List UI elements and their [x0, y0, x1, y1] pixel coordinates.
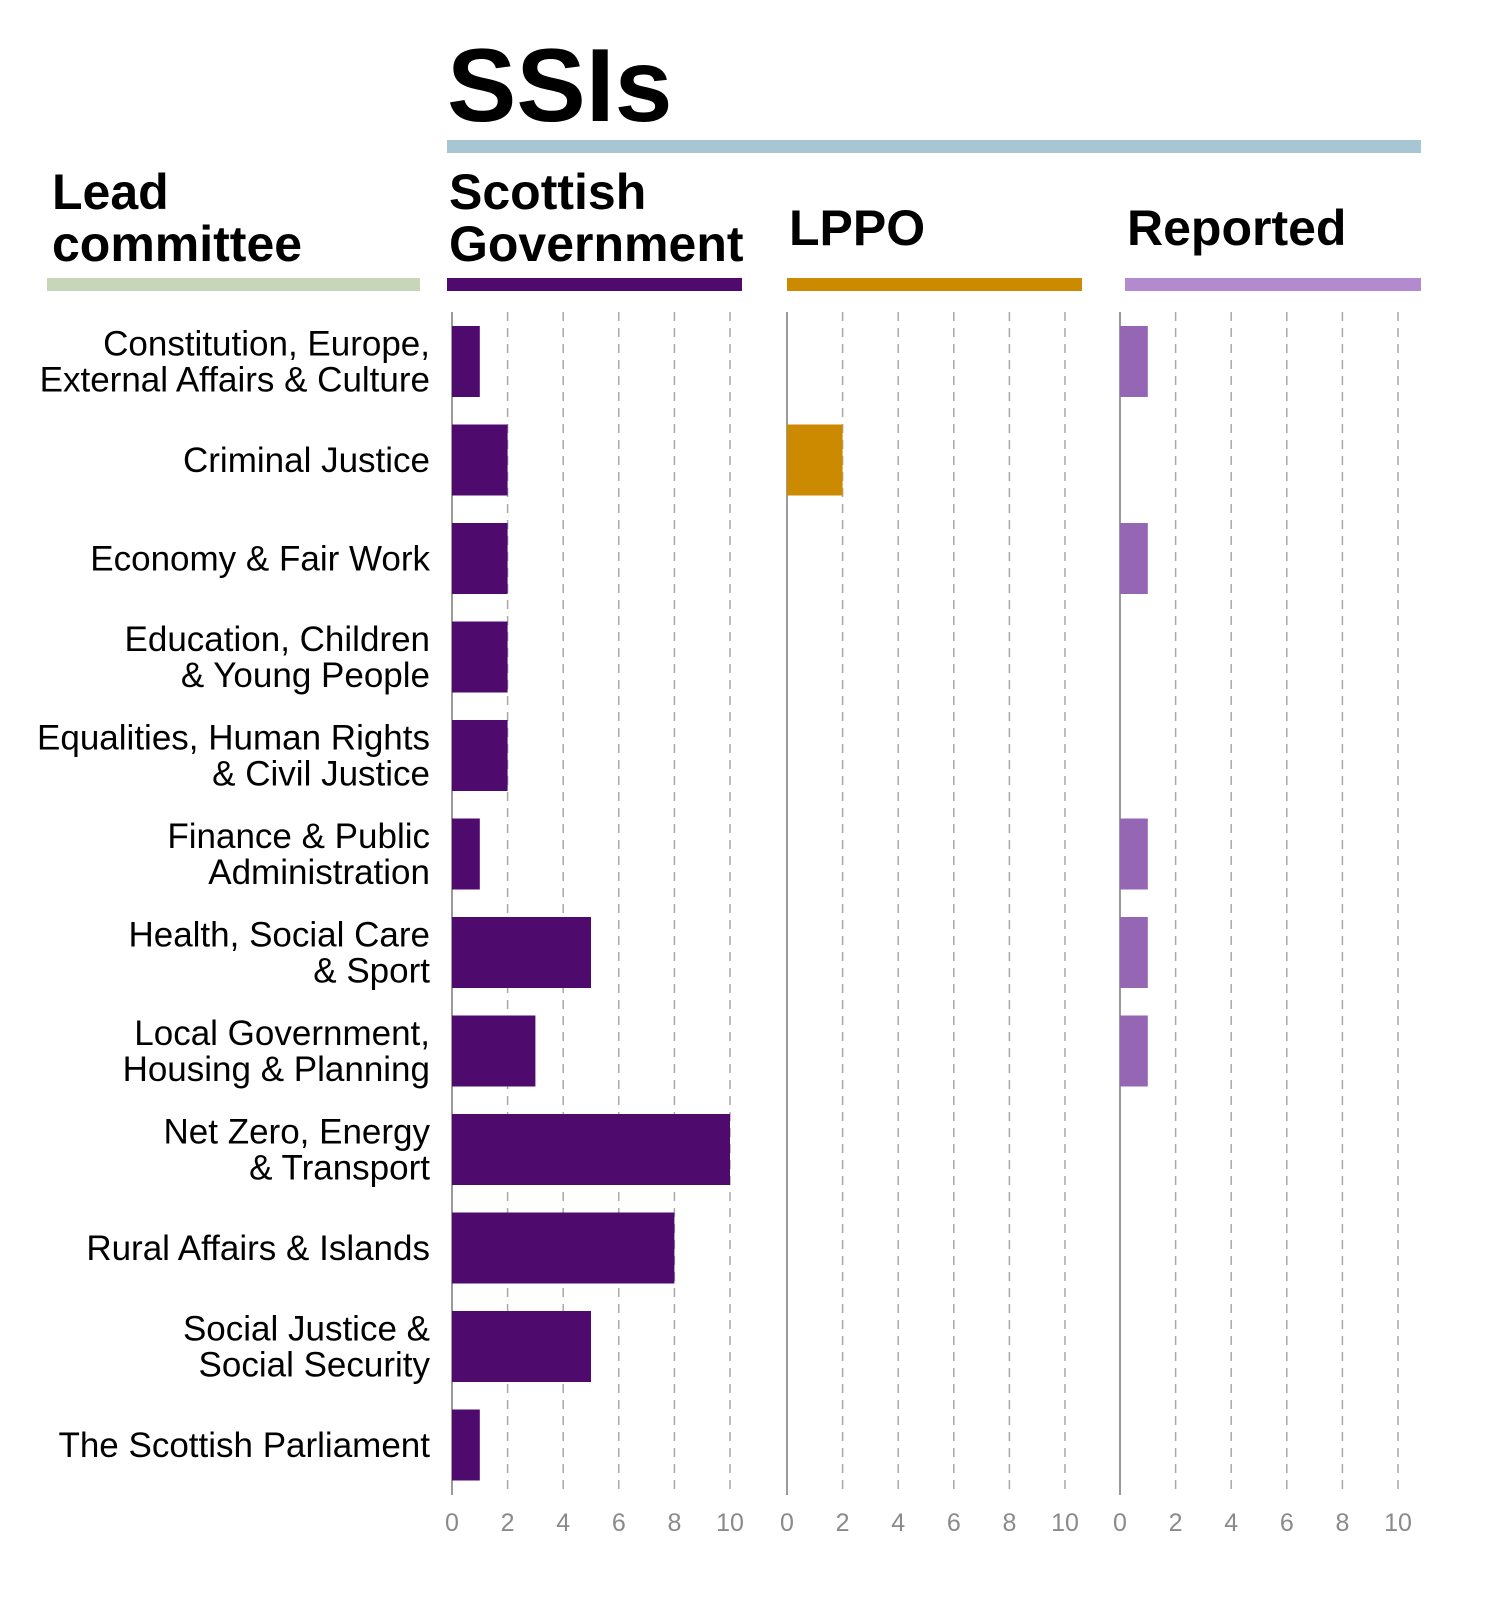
category-label-line: Criminal Justice: [183, 441, 430, 480]
category-label: Net Zero, Energy & Transport: [164, 1113, 431, 1188]
category-label-line: Economy & Fair Work: [90, 540, 430, 579]
x-tick-label: 0: [1113, 1509, 1127, 1537]
title-rule: [447, 140, 1421, 153]
category-label: Education, Children & Young People: [125, 620, 430, 695]
category-header-line: Lead: [52, 164, 169, 220]
bar-series-0: [452, 818, 480, 890]
bar-series-0: [452, 326, 480, 397]
category-label-line: Social Security: [199, 1346, 431, 1385]
bar-series-2: [1120, 326, 1148, 397]
bar-series-0: [452, 1311, 591, 1382]
series-header-2-line: Reported: [1127, 200, 1346, 256]
x-tick-label: 4: [1224, 1509, 1238, 1537]
category-label-line: Education, Children: [125, 620, 430, 659]
bar-series-0: [452, 917, 591, 988]
x-tick-label: 4: [891, 1509, 905, 1537]
bar-series-0: [452, 1114, 730, 1185]
category-label-line: Administration: [208, 853, 430, 892]
category-label-line: & Sport: [313, 952, 430, 991]
bar-series-2: [1120, 1015, 1148, 1087]
category-label-line: Social Justice &: [183, 1310, 430, 1349]
x-tick-label: 4: [556, 1509, 570, 1537]
category-label: Finance & Public Administration: [167, 817, 430, 892]
x-tick-label: 8: [1335, 1509, 1349, 1537]
series-rule-0: [447, 278, 742, 291]
x-tick-label: 0: [780, 1509, 794, 1537]
x-tick-label: 2: [836, 1509, 850, 1537]
series-header-2: Reported: [1127, 200, 1346, 256]
category-label-line: Equalities, Human Rights: [37, 719, 430, 758]
category-label: Rural Affairs & Islands: [86, 1229, 430, 1268]
bar-series-0: [452, 720, 508, 791]
x-tick-label: 8: [667, 1509, 681, 1537]
category-label-line: External Affairs & Culture: [40, 361, 430, 400]
category-label: Economy & Fair Work: [90, 540, 430, 579]
category-label-line: & Young People: [181, 656, 430, 695]
bar-series-0: [452, 523, 508, 594]
category-label-line: Constitution, Europe,: [103, 325, 430, 364]
series-header-0-line: Government: [449, 216, 744, 272]
series-header-1-line: LPPO: [789, 200, 925, 256]
x-tick-label: 8: [1002, 1509, 1016, 1537]
x-tick-label: 10: [1051, 1509, 1079, 1537]
x-tick-label: 6: [947, 1509, 961, 1537]
chart-title: SSIs: [447, 28, 672, 144]
category-label: The Scottish Parliament: [58, 1426, 430, 1465]
bar-series-0: [452, 1212, 675, 1284]
category-header-line: committee: [52, 216, 302, 272]
bar-series-2: [1120, 917, 1148, 988]
x-tick-label: 6: [612, 1509, 626, 1537]
category-label-line: & Civil Justice: [212, 755, 430, 794]
series-header-0-line: Scottish: [449, 164, 646, 220]
bar-series-0: [452, 621, 508, 693]
category-label: Social Justice & Social Security: [183, 1310, 431, 1385]
category-header-rule: [47, 278, 420, 291]
series-header-0: Scottish Government: [449, 164, 744, 272]
category-header: Lead committee: [52, 164, 302, 272]
x-tick-label: 2: [501, 1509, 515, 1537]
category-label-line: & Transport: [249, 1149, 430, 1188]
category-label-line: Rural Affairs & Islands: [86, 1229, 430, 1268]
series-rule-2: [1125, 278, 1421, 291]
series-header-1: LPPO: [789, 200, 925, 256]
bar-series-0: [452, 1015, 536, 1087]
bar-series-1: [787, 424, 843, 496]
category-label-line: Net Zero, Energy: [164, 1113, 431, 1152]
bar-series-0: [452, 424, 508, 496]
category-label-line: The Scottish Parliament: [58, 1426, 430, 1465]
x-tick-label: 10: [1384, 1509, 1412, 1537]
bar-series-2: [1120, 523, 1148, 594]
x-tick-label: 2: [1169, 1509, 1183, 1537]
bar-series-0: [452, 1409, 480, 1481]
category-label: Equalities, Human Rights & Civil Justice: [37, 719, 430, 794]
category-label: Health, Social Care & Sport: [128, 916, 430, 991]
category-label-line: Health, Social Care: [128, 916, 430, 955]
x-tick-label: 0: [445, 1509, 459, 1537]
category-label-line: Finance & Public: [167, 817, 430, 856]
category-label: Criminal Justice: [183, 441, 430, 480]
x-tick-label: 6: [1280, 1509, 1294, 1537]
series-rule-1: [787, 278, 1082, 291]
category-label: Local Government, Housing & Planning: [123, 1014, 430, 1089]
category-label: Constitution, Europe, External Affairs & …: [40, 325, 430, 400]
category-label-line: Local Government,: [134, 1014, 430, 1053]
bar-series-2: [1120, 818, 1148, 890]
category-label-line: Housing & Planning: [123, 1050, 430, 1089]
x-tick-label: 10: [716, 1509, 744, 1537]
